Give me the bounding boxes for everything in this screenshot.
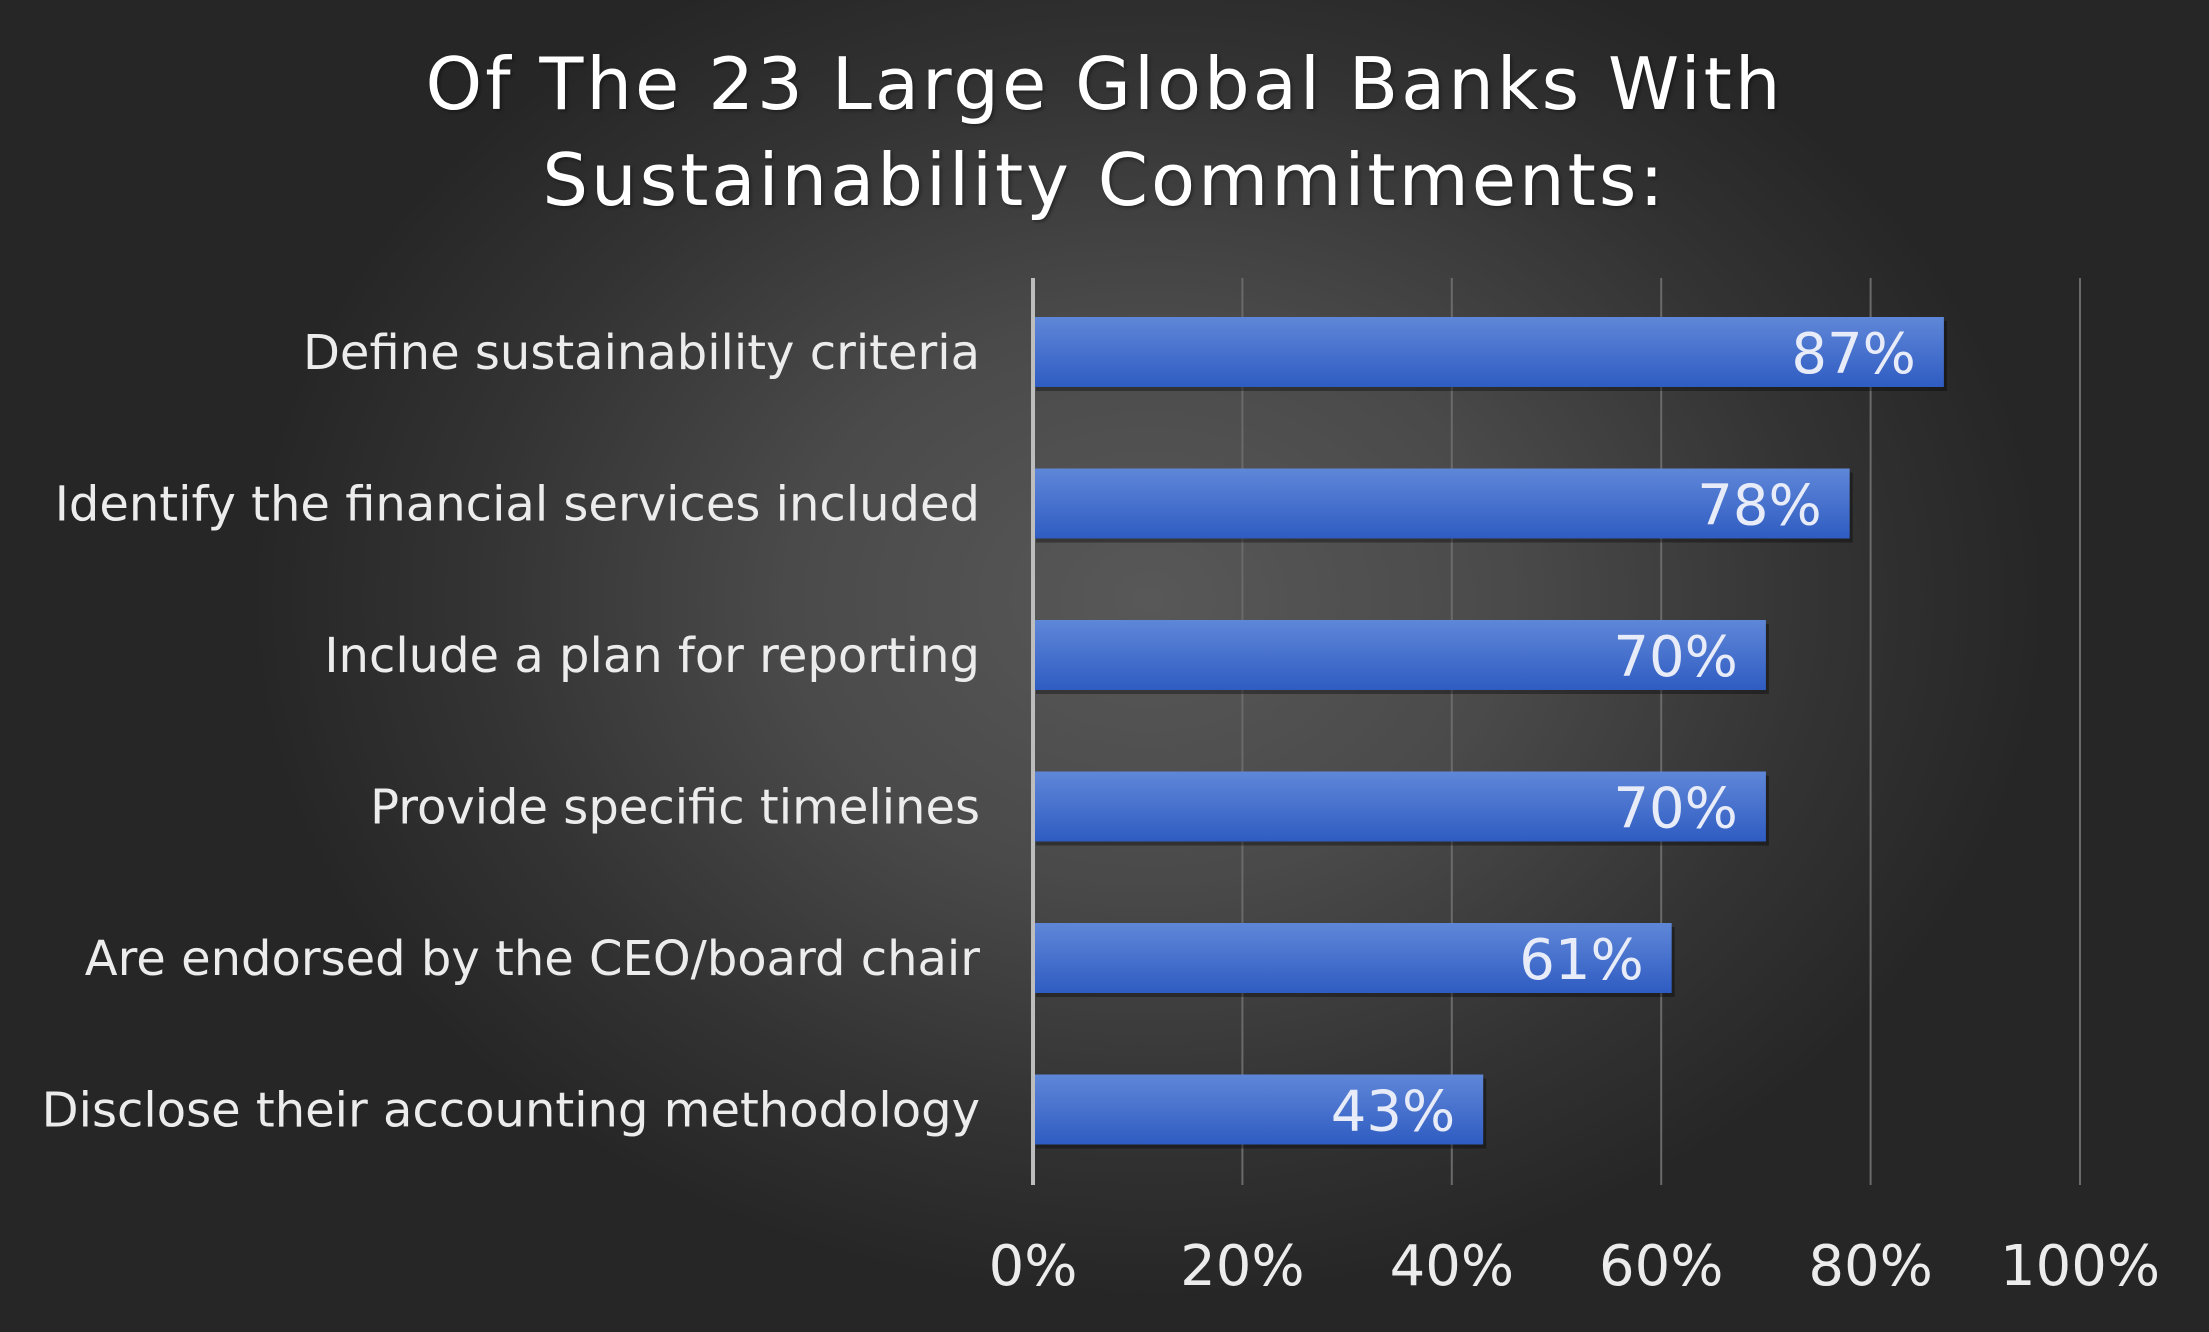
x-tick-label-80: 80% (1808, 1234, 1932, 1299)
bars (1033, 317, 1947, 1149)
data-label-1: 87% (1791, 322, 1915, 387)
bar-2 (1033, 468, 1850, 539)
data-label-6: 43% (1331, 1080, 1455, 1145)
bar-4 (1033, 771, 1766, 842)
data-label-2: 78% (1697, 474, 1821, 539)
bar-1 (1033, 317, 1944, 387)
x-tick-label-60: 60% (1599, 1234, 1723, 1299)
bar-3 (1033, 620, 1766, 690)
category-label-3: Include a plan for reporting (324, 628, 980, 684)
category-label-1: Define sustainability criteria (303, 325, 980, 381)
x-tick-label-40: 40% (1390, 1234, 1514, 1299)
category-label-4: Provide specific timelines (370, 780, 980, 836)
x-tick-label-20: 20% (1180, 1234, 1304, 1299)
bar-6 (1033, 1074, 1484, 1145)
category-label-6: Disclose their accounting methodology (42, 1083, 980, 1139)
data-label-3: 70% (1613, 625, 1737, 690)
data-label-4: 70% (1613, 777, 1737, 842)
bar-5 (1033, 923, 1672, 993)
x-tick-label-100: 100% (2000, 1234, 2160, 1299)
gridlines (1241, 278, 2081, 1185)
chart-title-line-1: Of The 23 Large Global Banks With (425, 42, 1784, 126)
chart-title-line-2: Sustainability Commitments: (542, 138, 1667, 222)
chart-title: Of The 23 Large Global Banks With Sustai… (0, 36, 2209, 228)
category-label-5: Are endorsed by the CEO/board chair (85, 931, 980, 987)
category-label-2: Identify the financial services included (55, 477, 980, 533)
data-label-5: 61% (1519, 928, 1643, 993)
labels: 0% 20% 40% 60% 80% 100% Define sustainability … (42, 322, 2160, 1299)
x-tick-label-0: 0% (989, 1234, 1078, 1299)
